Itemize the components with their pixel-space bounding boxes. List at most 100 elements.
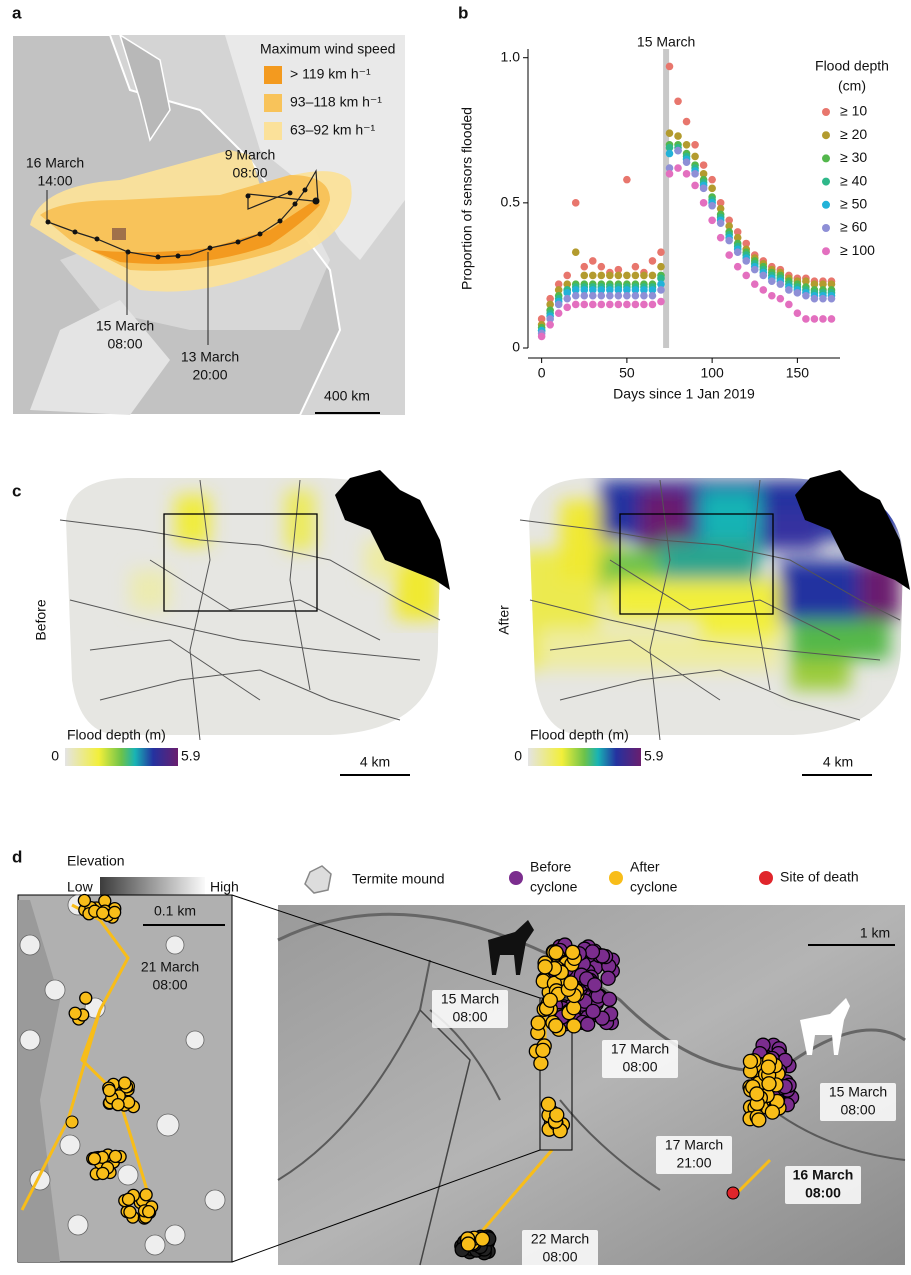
scale-label: 400 km <box>324 388 370 404</box>
point <box>546 315 554 323</box>
location-fix <box>584 944 601 960</box>
point <box>708 175 716 184</box>
map-a <box>11 33 405 416</box>
legend-marker <box>759 871 773 885</box>
point <box>682 140 691 149</box>
point <box>725 251 733 259</box>
legend-label: 63–92 km h⁻¹ <box>290 122 376 138</box>
point <box>606 286 614 294</box>
panel-label: d <box>12 847 22 866</box>
point <box>571 286 580 294</box>
legend-label: > 119 km h⁻¹ <box>290 66 371 82</box>
legend-title: Maximum wind speed <box>260 41 395 57</box>
point <box>742 271 751 280</box>
map-label: 08:00 <box>622 1059 657 1075</box>
label-box <box>522 1230 598 1268</box>
map-label: Before <box>33 599 49 640</box>
legend-title: (cm) <box>838 78 866 94</box>
location-fix <box>760 1059 776 1075</box>
point <box>597 262 606 271</box>
point <box>725 236 733 245</box>
colorbar-tick-label: 0 <box>51 748 59 764</box>
x-axis-label: Days since 1 Jan 2019 <box>613 386 755 402</box>
point <box>674 132 682 140</box>
location-fix <box>474 1231 491 1247</box>
point <box>640 291 648 300</box>
panel-label: a <box>12 3 22 22</box>
location-fix <box>87 1152 102 1166</box>
point <box>606 300 614 309</box>
point <box>742 239 751 248</box>
map-label: After <box>496 605 512 635</box>
point <box>716 204 725 213</box>
legend-label: Termite mound <box>352 871 445 887</box>
legend-marker <box>509 871 523 885</box>
point <box>614 300 623 309</box>
point <box>802 291 810 300</box>
legend-marker <box>822 108 830 116</box>
legend-label: 93–118 km h⁻¹ <box>290 94 382 110</box>
point <box>571 199 580 207</box>
point <box>657 297 665 306</box>
label-box <box>785 1166 861 1204</box>
point <box>657 280 665 288</box>
map-label: 17 March <box>611 1041 669 1057</box>
legend-label: Before <box>530 859 571 875</box>
point <box>785 300 793 309</box>
legend-label: Site of death <box>780 869 859 885</box>
legend-swatch <box>264 94 282 112</box>
point <box>750 280 759 288</box>
point <box>708 216 716 225</box>
location-fix <box>751 1112 767 1128</box>
location-fix <box>65 1115 79 1129</box>
point <box>819 294 827 303</box>
x-tick-label: 150 <box>786 365 810 381</box>
map-label: 21 March <box>141 959 199 975</box>
point <box>546 300 554 309</box>
point <box>810 294 819 303</box>
legend-swatch <box>264 122 282 140</box>
map-label: 20:00 <box>192 367 227 383</box>
point <box>716 199 725 207</box>
point <box>580 286 589 294</box>
legend-marker <box>822 224 830 232</box>
y-axis-label: Proportion of sensors flooded <box>459 107 475 290</box>
location-fix <box>142 1204 156 1219</box>
label-box <box>602 1040 678 1078</box>
point <box>614 286 623 294</box>
point <box>682 158 691 167</box>
legend-label: After <box>630 859 660 875</box>
legend-label: cyclone <box>630 879 678 895</box>
point <box>725 216 733 225</box>
legend-label: High <box>210 879 239 895</box>
map-label: 08:00 <box>152 977 187 993</box>
colorbar-title: Flood depth (m) <box>67 727 166 743</box>
label-box <box>820 1083 896 1121</box>
location-fix <box>761 1076 777 1092</box>
point <box>563 294 572 303</box>
point <box>648 300 657 309</box>
map-c-before <box>59 470 450 776</box>
map-label: 08:00 <box>542 1249 577 1265</box>
point <box>631 262 640 271</box>
location-fix <box>118 1076 132 1090</box>
point <box>665 164 674 172</box>
point <box>606 291 614 300</box>
colorbar-title: Flood depth (m) <box>530 727 629 743</box>
scale-label: 1 km <box>860 925 890 941</box>
point <box>648 291 657 300</box>
point <box>631 286 640 294</box>
point <box>640 271 648 280</box>
location-fix <box>460 1236 476 1252</box>
point <box>708 201 716 210</box>
point <box>802 277 810 286</box>
map-label: 9 March <box>225 147 276 163</box>
point <box>827 315 836 323</box>
map-c-after <box>519 470 910 776</box>
legend-label: ≥ 40 <box>840 172 867 188</box>
location-fix <box>549 1107 565 1123</box>
location-fix <box>542 992 558 1008</box>
legend-label: ≥ 100 <box>840 242 875 258</box>
point <box>563 271 572 280</box>
